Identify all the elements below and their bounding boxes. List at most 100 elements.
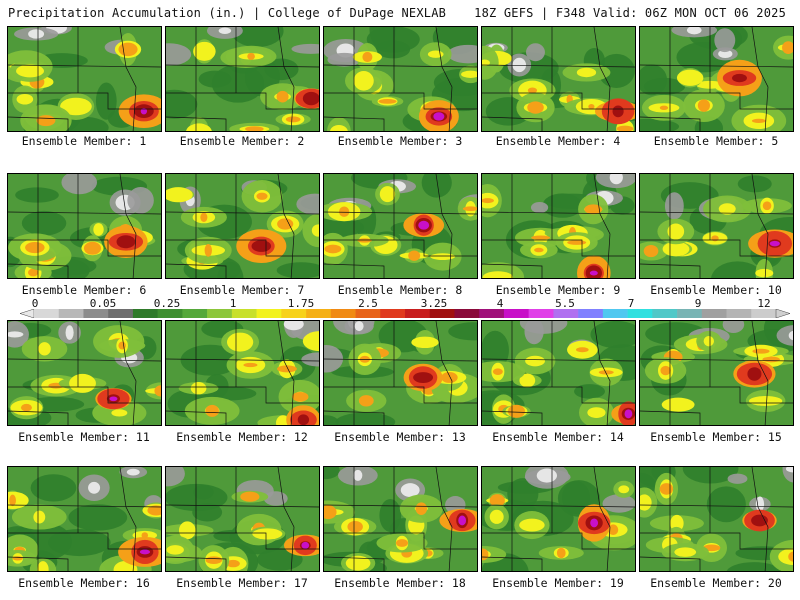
colorbar-swatch	[83, 309, 109, 318]
precip-map	[324, 321, 477, 425]
colorbar-swatch	[34, 309, 60, 318]
ensemble-panel	[7, 320, 162, 426]
member-label: Ensemble Member: 6	[21, 283, 147, 297]
colorbar-tick-label: 2.5	[358, 297, 378, 310]
colorbar-swatch	[726, 309, 752, 318]
precip-map	[482, 467, 635, 571]
member-label: Ensemble Member: 4	[495, 134, 621, 148]
colorbar-swatch	[108, 309, 134, 318]
member-label: Ensemble Member: 10	[650, 283, 782, 297]
precip-map	[640, 321, 793, 425]
colorbar-swatch	[578, 309, 604, 318]
colorbar-swatch	[405, 309, 431, 318]
colorbar-tick-label: 3.25	[420, 297, 448, 310]
colorbar-swatch	[627, 309, 653, 318]
precip-map	[482, 174, 635, 278]
colorbar-swatch	[58, 309, 84, 318]
member-label: Ensemble Member: 18	[334, 576, 466, 590]
member-label: Ensemble Member: 13	[334, 430, 466, 444]
colorbar-swatch	[207, 309, 233, 318]
colorbar-swatch	[306, 309, 332, 318]
colorbar-tick-label: 1.75	[287, 297, 315, 310]
member-label: Ensemble Member: 15	[650, 430, 782, 444]
colorbar-swatch	[602, 309, 628, 318]
colorbar-swatch	[701, 309, 727, 318]
run-info: 18Z GEFS | F348 Valid: 06Z MON OCT 06 20…	[474, 6, 786, 20]
precip-map	[166, 321, 319, 425]
member-label: Ensemble Member: 5	[653, 134, 779, 148]
ensemble-panel	[323, 173, 478, 279]
ensemble-panel	[7, 173, 162, 279]
ensemble-panel	[481, 466, 636, 572]
colorbar-min-arrow	[20, 309, 35, 318]
colorbar-swatch	[157, 309, 183, 318]
ensemble-panel	[165, 466, 320, 572]
colorbar-swatch	[479, 309, 505, 318]
ensemble-panel	[165, 173, 320, 279]
member-label: Ensemble Member: 16	[18, 576, 150, 590]
member-label: Ensemble Member: 3	[337, 134, 463, 148]
colorbar-swatch	[281, 309, 307, 318]
ensemble-panel	[7, 466, 162, 572]
member-label: Ensemble Member: 7	[179, 283, 305, 297]
ensemble-panel	[481, 26, 636, 132]
member-label: Ensemble Member: 11	[18, 430, 150, 444]
colorbar-swatch	[380, 309, 406, 318]
member-label: Ensemble Member: 1	[21, 134, 147, 148]
colorbar-swatch	[330, 309, 356, 318]
colorbar-swatch	[182, 309, 208, 318]
colorbar-swatch	[454, 309, 480, 318]
member-label: Ensemble Member: 2	[179, 134, 305, 148]
precip-map	[166, 27, 319, 131]
member-label: Ensemble Member: 19	[492, 576, 624, 590]
precip-map	[166, 467, 319, 571]
colorbar-swatch	[429, 309, 455, 318]
colorbar-tick-label: 5.5	[555, 297, 575, 310]
colorbar-tick-label: 4	[496, 297, 504, 310]
precip-map	[640, 27, 793, 131]
colorbar-legend: 0 0.05 0.25 1 1.75 2.5 3.25 4 5.5 7 9 12	[20, 297, 790, 319]
ensemble-panel	[481, 173, 636, 279]
colorbar-tick-label: 0	[31, 297, 39, 310]
member-label: Ensemble Member: 12	[176, 430, 308, 444]
colorbar-tick-label: 12	[757, 297, 771, 310]
precip-map	[8, 467, 161, 571]
precip-map	[166, 174, 319, 278]
precip-map	[324, 174, 477, 278]
precip-map	[640, 467, 793, 571]
colorbar-tick-label: 0.25	[153, 297, 181, 310]
ensemble-panel	[639, 320, 794, 426]
member-label: Ensemble Member: 14	[492, 430, 624, 444]
precip-map	[8, 174, 161, 278]
colorbar-swatch	[528, 309, 554, 318]
colorbar-swatch	[652, 309, 678, 318]
precip-map	[324, 27, 477, 131]
member-label: Ensemble Member: 9	[495, 283, 621, 297]
colorbar-swatch	[256, 309, 282, 318]
precip-map	[324, 467, 477, 571]
ensemble-panel	[639, 466, 794, 572]
precip-map	[482, 321, 635, 425]
ensemble-panel	[7, 26, 162, 132]
colorbar-swatch	[677, 309, 703, 318]
colorbar-tick-label: 0.05	[89, 297, 117, 310]
ensemble-panel	[639, 26, 794, 132]
member-label: Ensemble Member: 8	[337, 283, 463, 297]
ensemble-panel	[323, 466, 478, 572]
member-label: Ensemble Member: 17	[176, 576, 308, 590]
colorbar-swatch	[355, 309, 381, 318]
precip-map	[8, 27, 161, 131]
colorbar-swatch	[553, 309, 579, 318]
ensemble-panel	[481, 320, 636, 426]
colorbar-max-arrow	[775, 309, 790, 318]
ensemble-panel	[165, 26, 320, 132]
chart-title: Precipitation Accumulation (in.) | Colle…	[8, 6, 447, 20]
ensemble-panel	[323, 320, 478, 426]
member-label: Ensemble Member: 20	[650, 576, 782, 590]
colorbar-tick-label: 1	[229, 297, 237, 310]
colorbar-tick-label: 7	[627, 297, 635, 310]
colorbar-tick-label: 9	[694, 297, 702, 310]
colorbar-swatch	[503, 309, 529, 318]
colorbar-swatch	[231, 309, 257, 318]
colorbar-swatch	[132, 309, 158, 318]
